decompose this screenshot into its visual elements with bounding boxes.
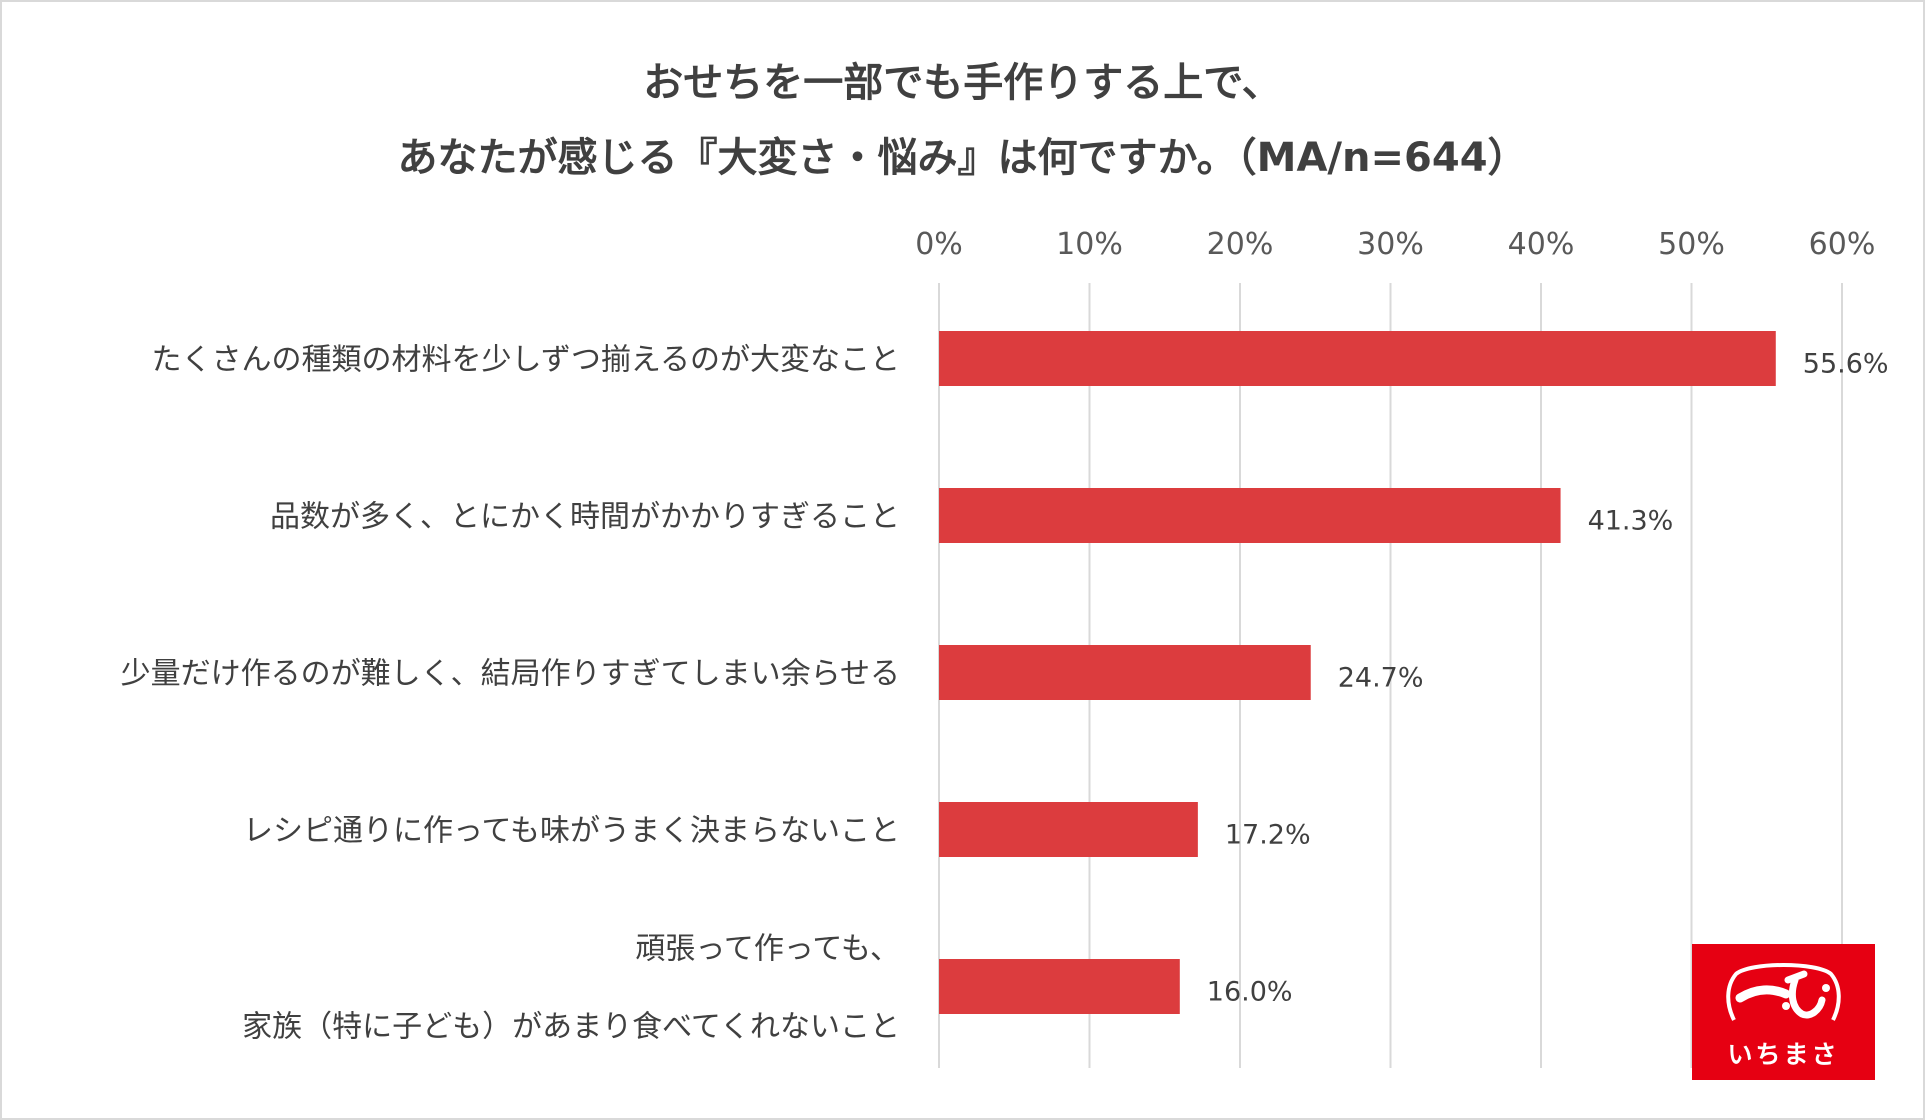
bar bbox=[939, 331, 1776, 386]
data-label: 16.0% bbox=[1207, 977, 1293, 1008]
bar bbox=[939, 645, 1311, 700]
category-label: 頑張って作っても、 bbox=[635, 932, 900, 967]
x-tick-label: 0% bbox=[915, 227, 963, 262]
x-tick-label: 30% bbox=[1357, 227, 1424, 262]
ichimasa-logo: いちまさ bbox=[1692, 944, 1875, 1080]
category-label: 品数が多く、とにかく時間がかかりすぎること bbox=[270, 500, 900, 535]
x-tick-label: 60% bbox=[1809, 227, 1876, 262]
bar bbox=[939, 802, 1198, 857]
category-label: レシピ通りに作っても味がうまく決まらないこと bbox=[243, 814, 900, 849]
logo-mark-icon bbox=[1726, 963, 1841, 1021]
data-label: 55.6% bbox=[1803, 349, 1889, 380]
x-tick-label: 10% bbox=[1056, 227, 1123, 262]
category-label: 家族（特に子ども）があまり食べてくれないこと bbox=[242, 1010, 900, 1045]
logo-text: いちまさ bbox=[1727, 1040, 1840, 1069]
x-tick-label: 20% bbox=[1207, 227, 1274, 262]
data-label: 17.2% bbox=[1225, 820, 1311, 851]
chart-title-line-2: あなたが感じる『大変さ・悩み』は何ですか。（MA/n=644） bbox=[397, 135, 1528, 181]
x-tick-label: 40% bbox=[1508, 227, 1575, 262]
bar bbox=[939, 959, 1180, 1014]
data-label: 41.3% bbox=[1588, 506, 1674, 537]
category-label: たくさんの種類の材料を少しずつ揃えるのが大変なこと bbox=[152, 343, 901, 378]
chart-title-line-1: おせちを一部でも手作りする上で、 bbox=[643, 60, 1282, 106]
category-label: 少量だけ作るのが難しく、結局作りすぎてしまい余らせる bbox=[121, 657, 900, 692]
data-label: 24.7% bbox=[1338, 663, 1424, 694]
x-tick-label: 50% bbox=[1658, 227, 1725, 262]
bar bbox=[939, 488, 1561, 543]
